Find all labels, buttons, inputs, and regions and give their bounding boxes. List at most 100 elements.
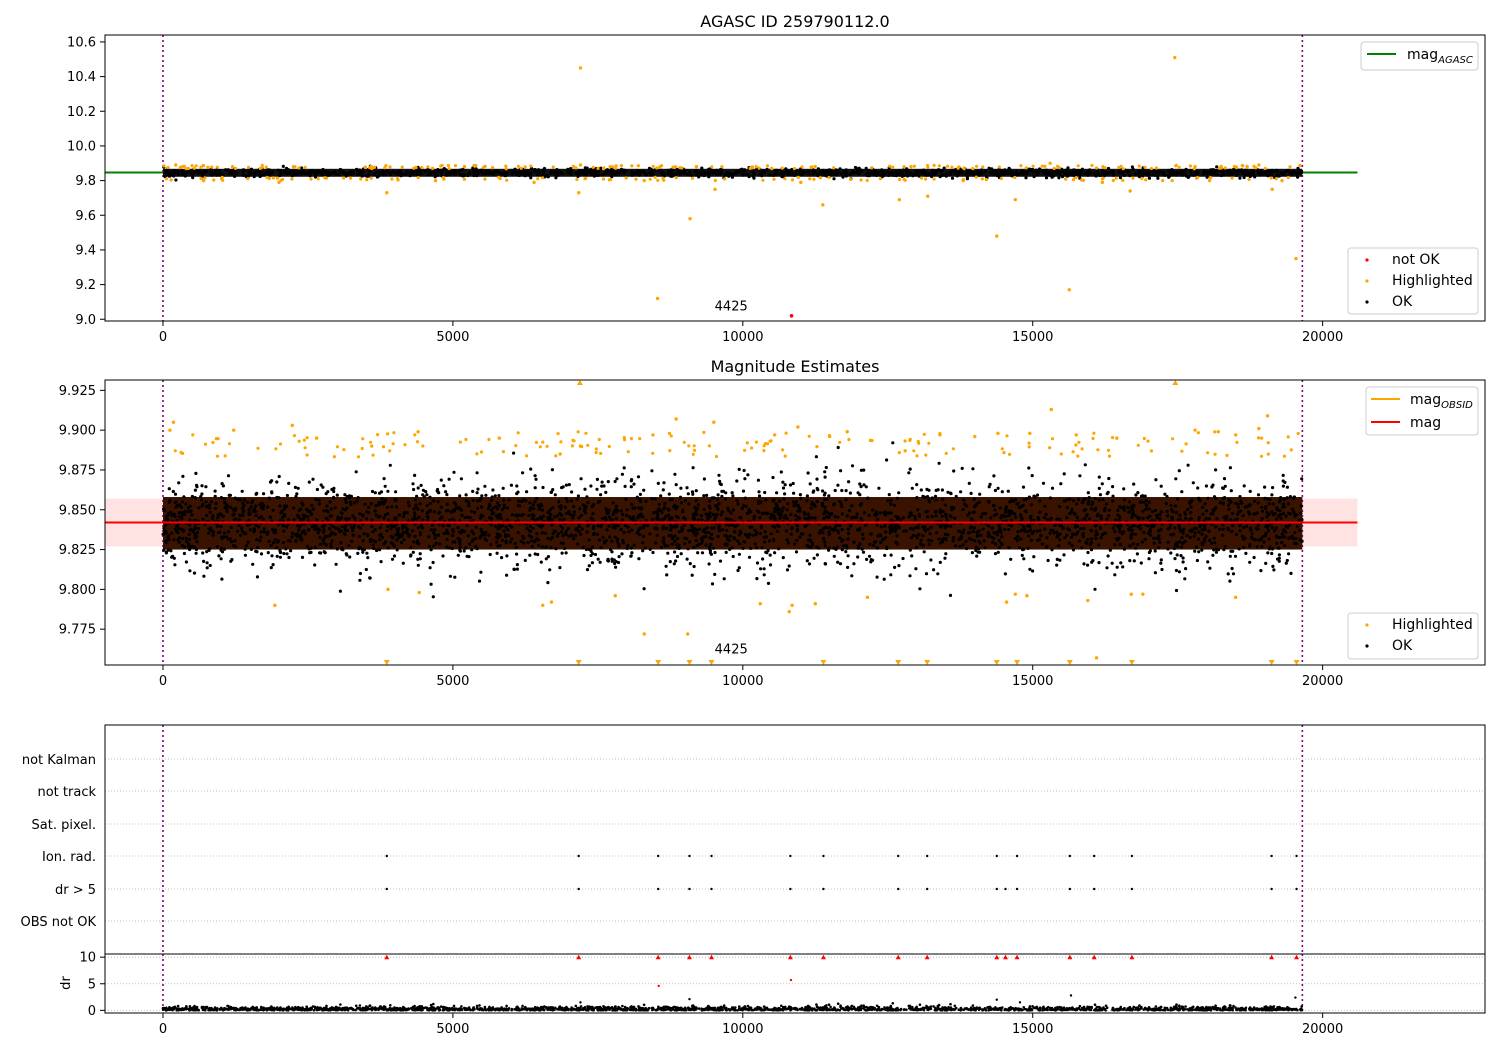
ok-point	[1143, 169, 1147, 173]
ok-point	[981, 527, 985, 531]
ok-point	[285, 552, 289, 556]
ok-point	[622, 168, 626, 172]
ok-point	[944, 174, 948, 178]
ok-point	[1219, 169, 1223, 173]
highlighted-point	[577, 191, 581, 195]
ok-point	[290, 535, 294, 539]
ok-point	[939, 541, 943, 545]
ok-point	[169, 510, 173, 514]
ok-point	[572, 513, 576, 517]
ok-point	[1204, 516, 1208, 521]
ok-point	[763, 540, 767, 544]
ok-point	[352, 523, 356, 527]
ok-point	[861, 532, 865, 536]
ok-point	[356, 551, 360, 556]
ok-point	[166, 548, 170, 552]
highlighted-point	[962, 166, 966, 170]
ok-point	[657, 502, 662, 507]
ok-point	[182, 495, 186, 499]
ok-point	[466, 534, 470, 538]
ok-point	[855, 170, 859, 175]
legend-ok-marker	[1365, 300, 1369, 304]
ok-point	[218, 512, 223, 516]
ok-point	[333, 506, 337, 510]
ok-point	[683, 171, 687, 175]
ok-point	[1006, 489, 1010, 493]
ok-point	[181, 536, 185, 541]
ok-point	[1265, 169, 1269, 173]
ok-point	[1081, 532, 1085, 536]
ok-point	[600, 173, 605, 177]
ok-point	[1170, 508, 1174, 512]
ok-point	[1222, 548, 1226, 552]
ok-point	[199, 498, 204, 502]
ok-point	[810, 502, 814, 506]
ok-point	[904, 529, 909, 533]
ok-point	[1241, 171, 1245, 176]
ok-point	[1132, 482, 1136, 486]
ok-point	[1168, 526, 1172, 530]
ok-point	[415, 171, 419, 175]
ok-point	[213, 506, 218, 510]
ok-point	[1211, 553, 1215, 557]
ok-point	[687, 502, 691, 506]
ok-point	[195, 530, 200, 535]
ok-point	[200, 172, 204, 176]
ok-point	[380, 497, 384, 501]
ok-point	[1118, 542, 1122, 547]
ok-point	[958, 537, 962, 541]
ok-point	[1092, 171, 1096, 176]
ok-point	[578, 169, 582, 173]
ok-point	[712, 496, 716, 500]
highlighted-point	[551, 165, 555, 169]
ok-point	[589, 484, 593, 488]
ok-point	[705, 526, 709, 530]
highlighted-point	[293, 165, 297, 169]
ok-point	[268, 515, 272, 519]
ok-point	[1038, 510, 1042, 514]
ok-point	[1058, 171, 1062, 175]
ok-point	[440, 171, 444, 175]
ok-point	[943, 556, 947, 560]
ok-point	[456, 553, 460, 557]
ok-point	[193, 488, 197, 492]
ok-point	[1048, 496, 1052, 500]
ok-point	[970, 551, 975, 555]
ok-point	[553, 493, 557, 497]
ok-point	[471, 166, 475, 170]
ok-point	[717, 170, 722, 174]
ok-point	[1275, 541, 1279, 546]
ok-point	[779, 470, 783, 474]
ok-point	[736, 502, 740, 506]
highlighted-point	[323, 176, 327, 180]
ok-point	[1085, 541, 1089, 545]
ok-point	[815, 477, 819, 481]
ok-point	[725, 528, 729, 533]
ok-point	[572, 505, 576, 509]
ok-point	[247, 508, 251, 512]
ok-point	[742, 503, 746, 507]
ok-point	[442, 484, 446, 488]
highlighted-point	[186, 166, 190, 171]
ok-point	[177, 172, 181, 177]
ok-point	[824, 465, 828, 470]
ok-point	[840, 548, 844, 552]
ok-point	[685, 557, 689, 561]
ok-point	[585, 530, 589, 534]
ok-point	[1270, 493, 1274, 497]
ok-point	[244, 544, 248, 548]
ok-point	[495, 540, 499, 544]
ok-point	[912, 533, 916, 538]
ok-point	[266, 551, 270, 555]
ok-point	[405, 170, 409, 174]
ok-point	[310, 169, 314, 173]
ok-point	[946, 533, 950, 537]
ok-point	[1183, 172, 1187, 176]
ok-point	[1105, 492, 1109, 496]
ok-point	[231, 171, 235, 175]
ok-point	[967, 537, 972, 541]
ok-point	[1117, 526, 1121, 531]
ok-point	[502, 498, 506, 502]
ok-point	[1114, 518, 1118, 522]
ok-point	[913, 173, 917, 177]
